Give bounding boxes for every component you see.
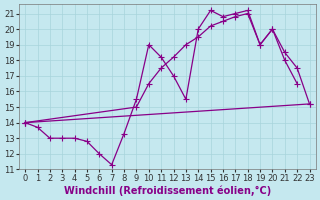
X-axis label: Windchill (Refroidissement éolien,°C): Windchill (Refroidissement éolien,°C) [64, 185, 271, 196]
